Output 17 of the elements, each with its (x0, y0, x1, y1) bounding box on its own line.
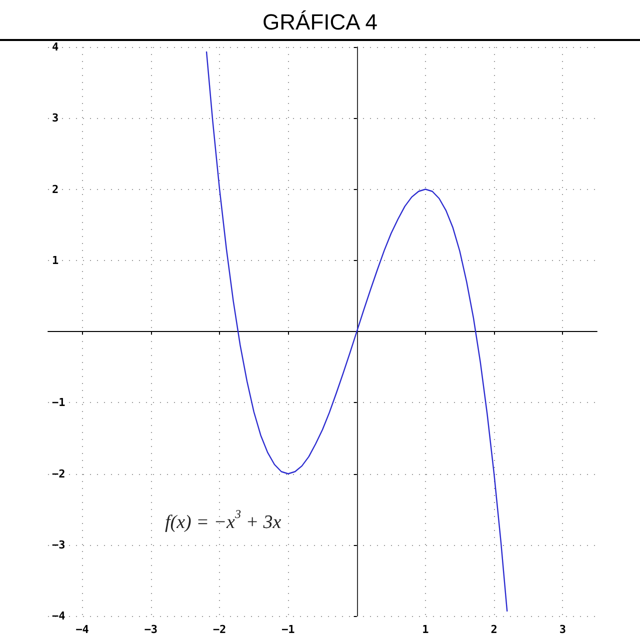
chart-title: GRÁFICA 4 (262, 10, 378, 34)
y-tick-label: 1 (52, 254, 59, 267)
y-tick-label: −2 (52, 467, 66, 480)
x-tick-label: 3 (559, 623, 566, 635)
y-tick-label: 3 (52, 112, 59, 125)
x-tick-label: −3 (144, 623, 158, 635)
x-tick-label: −4 (76, 623, 90, 635)
x-tick-label: 2 (490, 623, 498, 635)
x-tick-label: 1 (422, 623, 430, 635)
y-tick-label: 4 (52, 40, 59, 54)
x-tick-label: −1 (282, 623, 296, 635)
x-tick-label: −2 (212, 623, 226, 635)
y-tick-label: −1 (52, 396, 66, 410)
y-tick-label: 2 (52, 182, 59, 196)
y-tick-label: −3 (52, 538, 66, 552)
line-series (206, 51, 508, 612)
y-tick-label: −4 (52, 610, 66, 622)
